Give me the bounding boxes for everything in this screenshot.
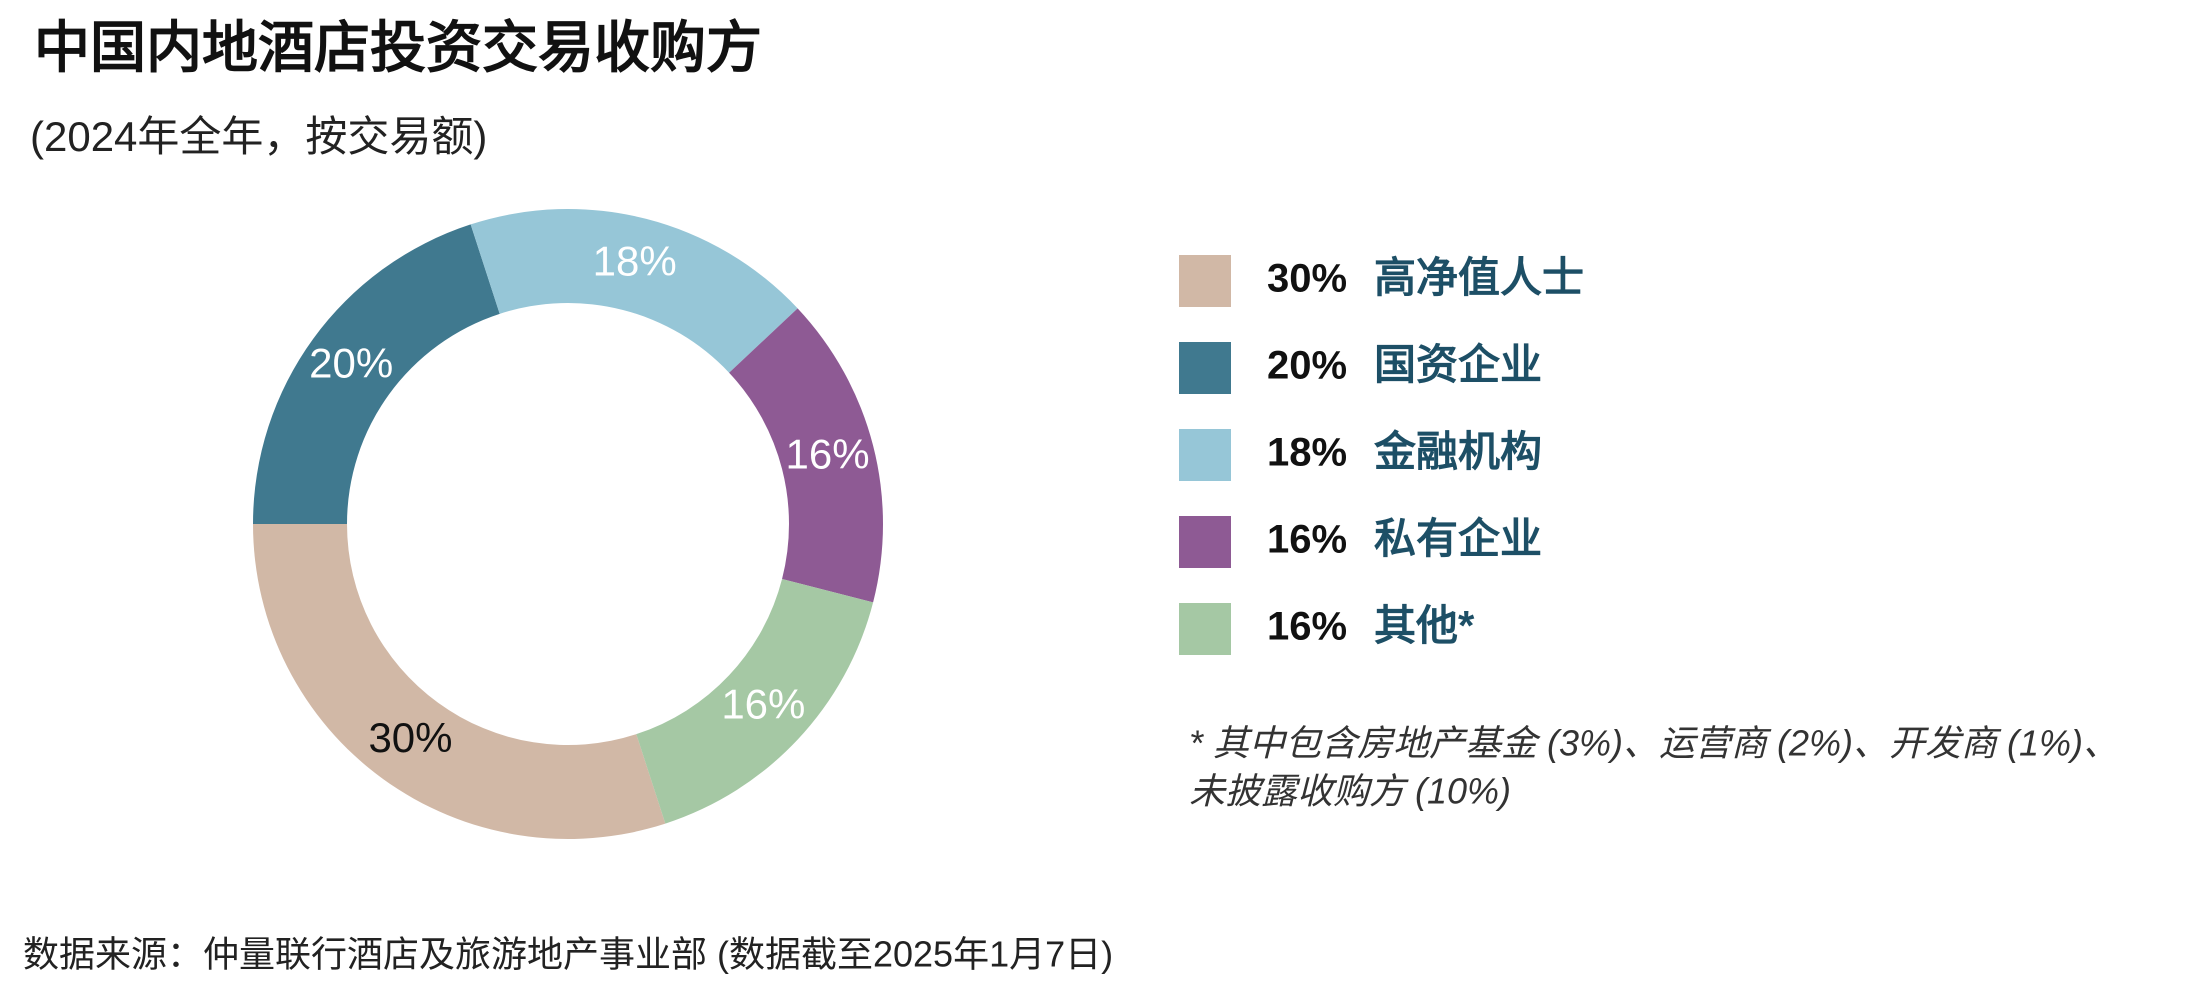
legend-swatch bbox=[1179, 342, 1231, 394]
donut-slice bbox=[252, 524, 666, 840]
chart-subtitle: (2024年全年，按交易额) bbox=[30, 113, 487, 160]
legend-value: 18% bbox=[1267, 431, 1347, 475]
legend-value: 20% bbox=[1267, 344, 1347, 388]
data-label: 18% bbox=[593, 238, 677, 285]
chart-title: 中国内地酒店投资交易收购方 bbox=[34, 16, 762, 79]
donut-slice bbox=[470, 208, 798, 373]
legend-label: 国资企业 bbox=[1374, 341, 1542, 388]
data-label: 20% bbox=[309, 340, 393, 387]
legend-value: 16% bbox=[1267, 605, 1347, 649]
legend-value: 30% bbox=[1267, 257, 1347, 301]
legend-swatch bbox=[1179, 429, 1231, 481]
legend-label: 私有企业 bbox=[1374, 515, 1542, 562]
source-note: 数据来源：仲量联行酒店及旅游地产事业部 (数据截至2025年1月7日) bbox=[23, 934, 1113, 975]
data-label: 30% bbox=[368, 714, 452, 761]
footnote: * 其中包含房地产基金 (3%)、运营商 (2%)、开发商 (1%)、 bbox=[1189, 723, 2119, 764]
legend-swatch bbox=[1179, 255, 1231, 307]
data-label: 16% bbox=[721, 681, 805, 728]
donut-slice bbox=[636, 578, 874, 824]
legend-label: 金融机构 bbox=[1373, 428, 1542, 475]
legend-label: 高净值人士 bbox=[1374, 254, 1584, 301]
legend-swatch bbox=[1179, 516, 1231, 568]
footnote: 未披露收购方 (10%) bbox=[1189, 771, 1511, 812]
legend-label: 其他* bbox=[1374, 602, 1475, 649]
legend-value: 16% bbox=[1267, 518, 1347, 562]
donut-slice bbox=[729, 308, 883, 603]
donut-slice bbox=[253, 224, 500, 525]
data-label: 16% bbox=[786, 430, 870, 477]
legend-swatch bbox=[1179, 603, 1231, 655]
